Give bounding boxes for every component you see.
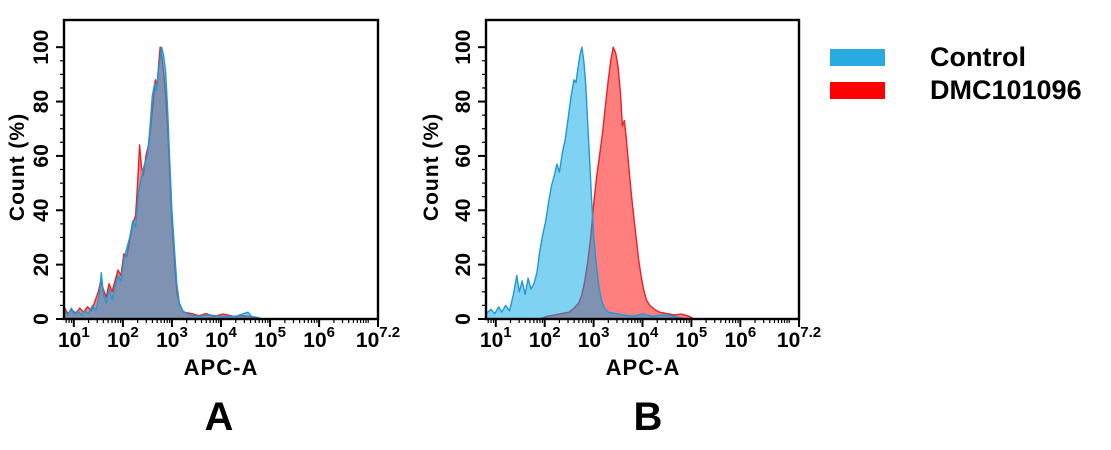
svg-text:107.2: 107.2 xyxy=(356,324,400,352)
panel-a-x-axis-title: APC-A xyxy=(183,355,259,380)
svg-text:103: 103 xyxy=(578,324,610,352)
svg-text:80: 80 xyxy=(30,90,53,113)
panel-b-letter: B xyxy=(633,395,663,439)
panel-a-plot: 101 102 103 104 105 106 107.2 0 20 40 60 80 100 xyxy=(30,18,400,352)
panel-a-y-axis-title: Count (%) xyxy=(6,112,29,222)
svg-text:60: 60 xyxy=(30,144,53,167)
svg-text:106: 106 xyxy=(303,324,335,352)
svg-text:80: 80 xyxy=(452,90,475,113)
legend-item-dmc101096: DMC101096 xyxy=(830,74,1082,107)
svg-text:103: 103 xyxy=(156,324,188,352)
svg-text:104: 104 xyxy=(627,324,659,352)
svg-text:100: 100 xyxy=(30,30,53,65)
panel-b-y-axis-title: Count (%) xyxy=(420,112,443,222)
svg-text:60: 60 xyxy=(452,144,475,167)
panel-a-letter: A xyxy=(204,395,234,439)
legend-label-control: Control xyxy=(930,42,1026,72)
legend: Control DMC101096 xyxy=(830,41,1082,107)
svg-text:105: 105 xyxy=(254,324,286,352)
dmc101096-color-swatch xyxy=(830,82,885,99)
svg-text:20: 20 xyxy=(30,253,53,276)
svg-text:101: 101 xyxy=(58,324,90,352)
svg-text:107.2: 107.2 xyxy=(777,324,821,352)
svg-text:102: 102 xyxy=(529,324,561,352)
svg-text:101: 101 xyxy=(480,324,512,352)
svg-text:105: 105 xyxy=(676,324,708,352)
svg-text:100: 100 xyxy=(452,30,475,65)
svg-text:102: 102 xyxy=(107,324,139,352)
svg-text:40: 40 xyxy=(452,199,475,222)
svg-text:104: 104 xyxy=(205,324,237,352)
legend-label-dmc101096: DMC101096 xyxy=(930,75,1082,105)
panel-b-x-axis-title: APC-A xyxy=(605,355,681,380)
panel-b-plot: 101 102 103 104 105 106 107.2 0 20 40 60 80 100 xyxy=(452,18,821,352)
control-color-swatch xyxy=(830,49,885,66)
svg-text:20: 20 xyxy=(452,253,475,276)
legend-item-control: Control xyxy=(830,41,1082,74)
svg-text:0: 0 xyxy=(452,313,475,325)
svg-text:0: 0 xyxy=(30,313,53,325)
svg-text:106: 106 xyxy=(724,324,756,352)
svg-text:40: 40 xyxy=(30,199,53,222)
